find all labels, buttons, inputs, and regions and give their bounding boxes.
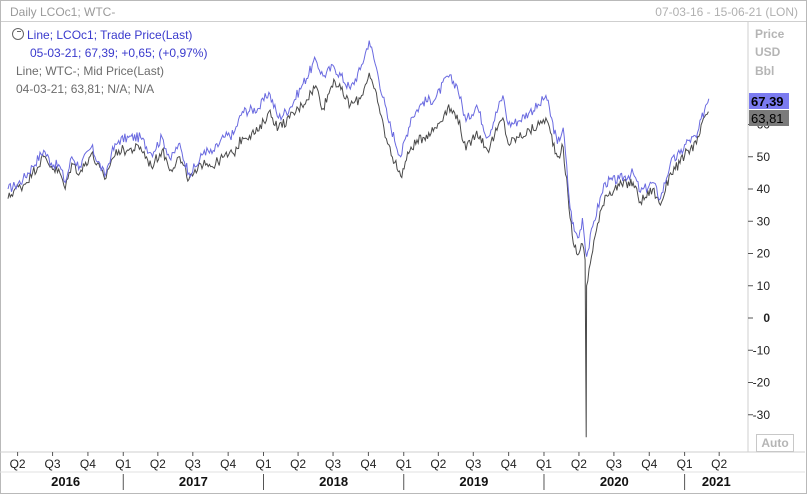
y-tick-label: 20	[757, 247, 771, 261]
legend: Line; LCOc1; Trade Price(Last) 05-03-21;…	[12, 26, 207, 98]
x-tick-label: Q3	[325, 457, 341, 471]
x-tick-label: Q2	[571, 457, 587, 471]
x-tick-label: Q2	[10, 457, 26, 471]
y-tick-label: 40	[757, 182, 771, 196]
x-tick-label: Q4	[641, 457, 657, 471]
x-tick-label: Q3	[606, 457, 622, 471]
x-tick-label: Q2	[150, 457, 166, 471]
y-tick-label: 30	[757, 214, 771, 228]
collapse-legend-icon[interactable]	[12, 28, 24, 40]
x-tick-label: Q2	[290, 457, 306, 471]
year-label: 2019	[459, 474, 488, 489]
x-tick-label: Q3	[465, 457, 481, 471]
year-label: 2017	[179, 474, 208, 489]
legend-wtc-label[interactable]: Line; WTC-; Mid Price(Last)	[16, 64, 165, 78]
lco-last-value-badge: 67,39	[749, 93, 789, 109]
lco-last-value-badge-text: 67,39	[751, 94, 784, 109]
date-range: 07-03-16 - 15-06-21 (LON)	[655, 5, 798, 19]
y-tick-label: -30	[753, 408, 771, 422]
lco-price-line	[7, 40, 710, 257]
chart-title: Daily LCOc1; WTC-	[10, 5, 116, 19]
axis-unit-measure: Bbl	[755, 64, 775, 78]
y-tick-label: 50	[757, 150, 771, 164]
year-label: 2021	[702, 474, 731, 489]
axis-unit-price: Price	[755, 27, 785, 41]
y-tick-label: 10	[757, 279, 771, 293]
y-tick-label: 0	[763, 311, 770, 325]
x-tick-label: Q1	[536, 457, 552, 471]
wtc-last-value-badge-bg	[749, 110, 789, 126]
x-tick-label: Q1	[255, 457, 271, 471]
x-tick-label: Q1	[115, 457, 131, 471]
x-tick-label: Q4	[360, 457, 376, 471]
x-tick-label: Q4	[220, 457, 236, 471]
x-tick-label: Q1	[396, 457, 412, 471]
x-tick-label: Q3	[45, 457, 61, 471]
auto-scale-button[interactable]: Auto	[756, 434, 794, 452]
legend-wtc-values: 04-03-21; 63,81; N/A; N/A	[16, 82, 155, 96]
y-tick-label: -20	[753, 376, 771, 390]
year-label: 2020	[600, 474, 629, 489]
legend-lco-row[interactable]: Line; LCOc1; Trade Price(Last)	[12, 26, 207, 44]
year-label: 2016	[51, 474, 80, 489]
legend-lco-values: 05-03-21; 67,39; +0,65; (+0,97%)	[30, 46, 208, 60]
lco-last-value-badge-bg	[749, 93, 789, 109]
x-tick-label: Q4	[501, 457, 517, 471]
title-bar: Daily LCOc1; WTC- 07-03-16 - 15-06-21 (L…	[1, 1, 806, 22]
x-tick-label: Q2	[711, 457, 727, 471]
wtc-price-line	[7, 72, 709, 438]
wtc-last-value-badge: 63,81	[749, 110, 789, 126]
y-tick-label: -10	[753, 343, 771, 357]
axis-unit-currency: USD	[755, 45, 781, 59]
x-tick-label: Q2	[430, 457, 446, 471]
x-tick-label: Q3	[185, 457, 201, 471]
x-tick-label: Q1	[677, 457, 693, 471]
legend-lco-label: Line; LCOc1; Trade Price(Last)	[27, 28, 193, 42]
x-tick-label: Q4	[80, 457, 96, 471]
year-label: 2018	[319, 474, 348, 489]
wtc-last-value-badge-text: 63,81	[751, 111, 784, 126]
